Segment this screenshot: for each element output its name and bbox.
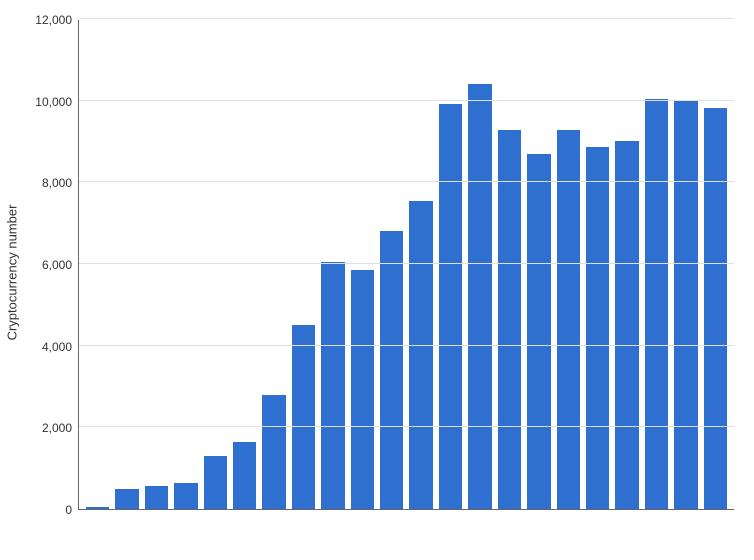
- bar: [468, 84, 491, 509]
- bar: [115, 489, 138, 509]
- grid-line: [79, 426, 734, 427]
- bar: [704, 108, 727, 509]
- y-tick-label: 8,000: [12, 176, 72, 190]
- y-tick-label: 10,000: [12, 95, 72, 109]
- chart-container: Cryptocurrency number 0 2,000 4,000 6,000 8,…: [0, 0, 754, 560]
- bar: [498, 130, 521, 509]
- bar: [174, 483, 197, 509]
- bars-group: [79, 20, 734, 509]
- bar: [262, 395, 285, 509]
- grid-line: [79, 181, 734, 182]
- y-tick-label: 0: [12, 503, 72, 517]
- grid-line: [79, 345, 734, 346]
- bar: [439, 104, 462, 509]
- bar: [615, 141, 638, 509]
- bar: [145, 486, 168, 509]
- bar: [233, 442, 256, 509]
- bar: [586, 147, 609, 509]
- grid-line: [79, 100, 734, 101]
- y-tick-label: 6,000: [12, 258, 72, 272]
- bar: [674, 101, 697, 509]
- bar: [321, 262, 344, 509]
- bar: [351, 270, 374, 509]
- bar: [645, 99, 668, 509]
- y-tick-label: 2,000: [12, 421, 72, 435]
- grid-line: [79, 18, 734, 19]
- bar: [527, 154, 550, 509]
- bar: [380, 231, 403, 509]
- y-axis-label: Cryptocurrency number: [5, 205, 20, 341]
- bar: [204, 456, 227, 509]
- bar: [292, 325, 315, 509]
- y-tick-label: 4,000: [12, 340, 72, 354]
- bar: [86, 507, 109, 509]
- plot-area: [78, 20, 734, 510]
- bar: [557, 130, 580, 509]
- grid-line: [79, 263, 734, 264]
- bar: [409, 201, 432, 509]
- y-tick-label: 12,000: [12, 13, 72, 27]
